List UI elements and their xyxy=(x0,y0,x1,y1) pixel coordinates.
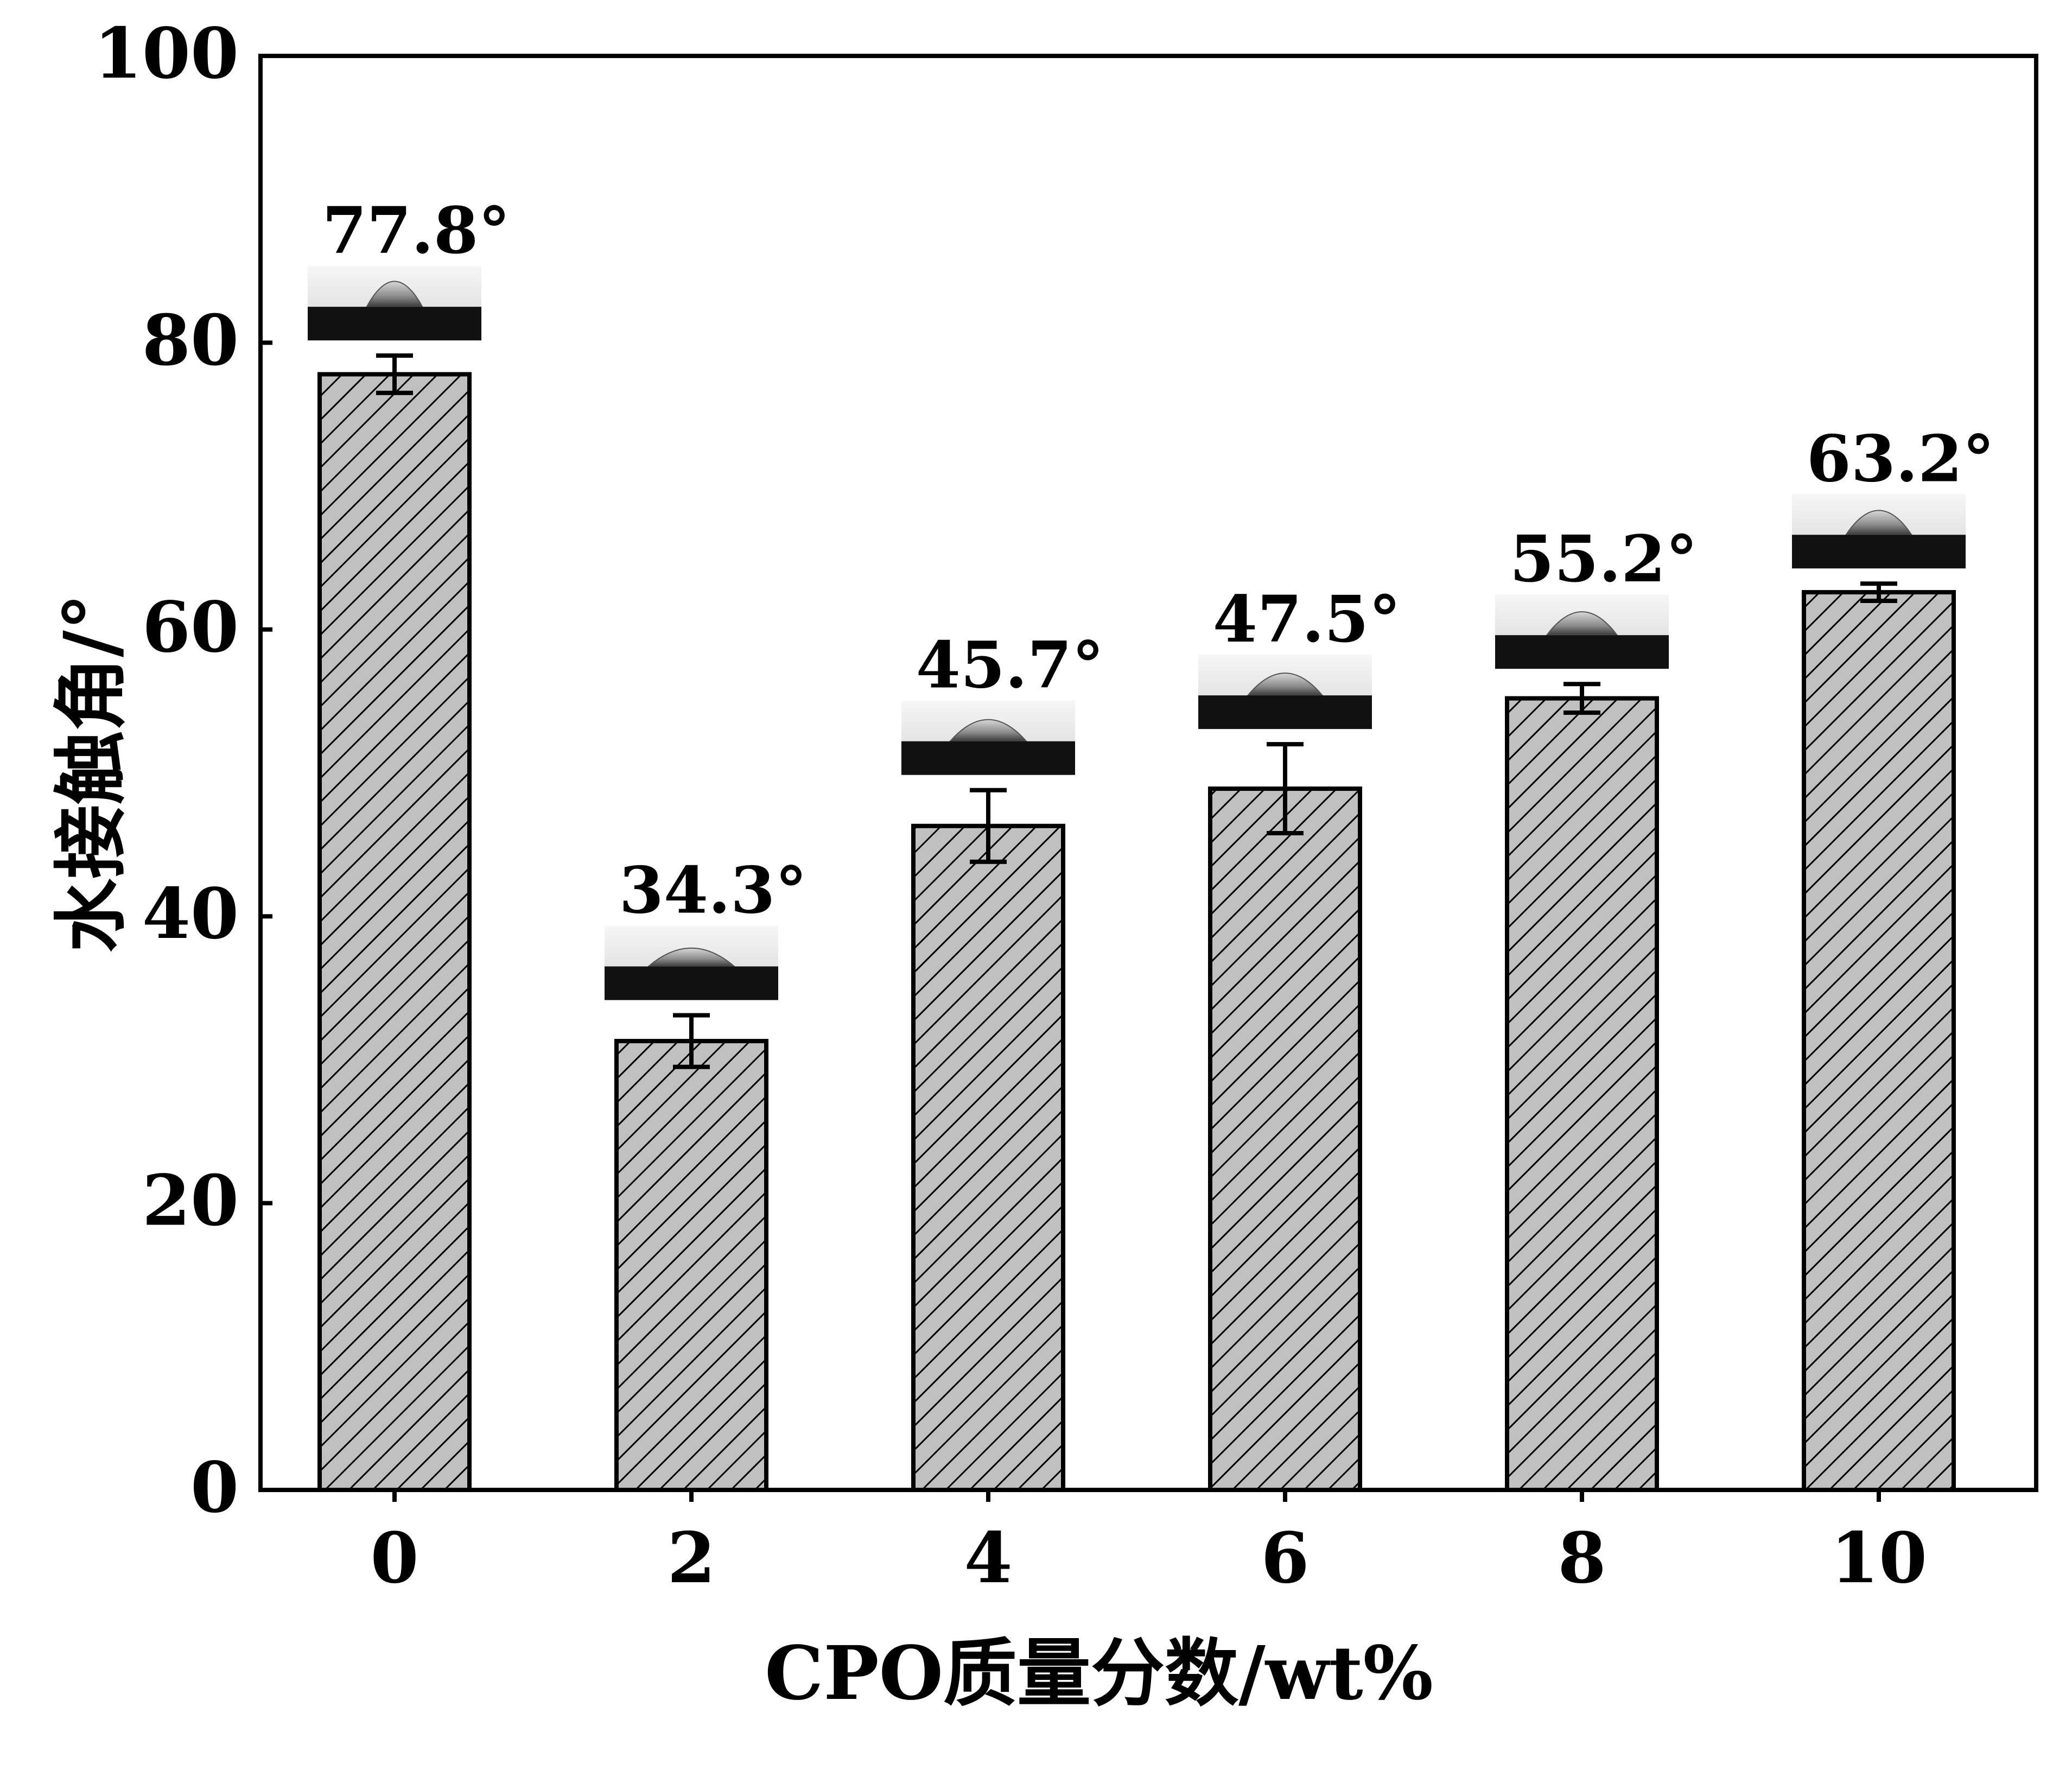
x-tick-label: 6 xyxy=(1261,1518,1309,1599)
x-tick-label: 8 xyxy=(1558,1518,1606,1599)
data-label: 45.7° xyxy=(916,627,1104,703)
y-tick-label: 20 xyxy=(142,1160,239,1242)
substrate-strip xyxy=(308,307,481,341)
water-droplet xyxy=(1845,510,1913,536)
y-tick-label: 100 xyxy=(94,13,239,94)
substrate-strip xyxy=(1495,635,1669,669)
x-axis-label: CPO质量分数/wt% xyxy=(765,1630,1433,1717)
water-droplet xyxy=(365,281,424,308)
substrate-strip xyxy=(901,741,1075,775)
water-droplet xyxy=(1247,673,1324,696)
data-label: 47.5° xyxy=(1213,581,1401,657)
bar xyxy=(614,1039,768,1492)
x-tick-label: 0 xyxy=(370,1518,418,1599)
data-labels: 77.8° 34.3° 45.7° 47.5° 55.2° 63.2° xyxy=(322,193,1994,928)
x-tick-label: 2 xyxy=(667,1518,715,1599)
y-tick-label: 40 xyxy=(142,873,239,955)
error-bars xyxy=(376,353,1897,1069)
x-tick-label: 4 xyxy=(964,1518,1012,1599)
bars xyxy=(317,372,1956,1493)
substrate-strip xyxy=(605,966,778,1000)
plot-frame xyxy=(258,54,2038,1492)
bar xyxy=(1208,786,1362,1492)
substrate-strip xyxy=(1198,695,1372,729)
water-droplet xyxy=(949,719,1028,742)
data-label: 34.3° xyxy=(619,852,807,928)
bar xyxy=(1505,696,1659,1492)
data-label: 77.8° xyxy=(322,193,510,268)
bar xyxy=(911,823,1065,1492)
y-tick-label: 60 xyxy=(142,587,239,668)
water-droplet xyxy=(1546,611,1618,636)
water-droplet xyxy=(647,947,736,967)
data-label: 55.2° xyxy=(1510,521,1698,597)
x-axis-ticks: 0 2 4 6 8 10 xyxy=(370,1490,1927,1599)
data-label: 63.2° xyxy=(1807,421,1994,496)
x-tick-label: 10 xyxy=(1831,1518,1927,1599)
y-axis-label: 水接触角/° xyxy=(48,593,135,953)
bar xyxy=(317,372,472,1493)
droplet-insets xyxy=(308,266,1966,1000)
substrate-strip xyxy=(1792,535,1966,569)
y-tick-label: 80 xyxy=(142,300,239,381)
bar xyxy=(1802,590,1956,1492)
y-tick-label: 0 xyxy=(190,1447,239,1528)
y-axis-ticks: 0 20 40 60 80 100 xyxy=(94,13,272,1528)
